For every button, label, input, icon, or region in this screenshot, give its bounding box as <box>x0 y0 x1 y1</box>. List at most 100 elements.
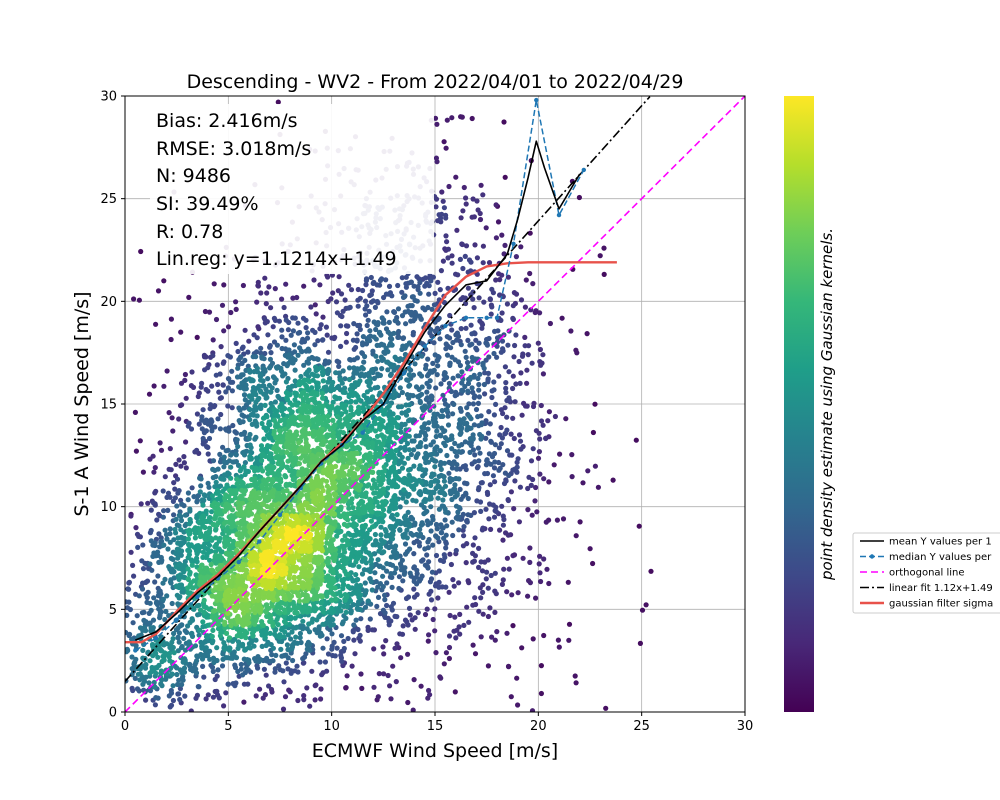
density-point <box>498 441 504 447</box>
density-point <box>423 396 429 402</box>
density-point <box>315 338 321 344</box>
density-point <box>555 637 562 643</box>
density-point <box>217 395 223 401</box>
density-point <box>277 600 283 607</box>
density-point <box>352 380 358 386</box>
density-point <box>502 470 508 476</box>
density-point <box>497 277 503 283</box>
density-point <box>313 364 319 370</box>
density-point <box>476 564 482 571</box>
density-point <box>537 436 543 442</box>
density-point <box>384 309 390 315</box>
density-point <box>384 561 390 567</box>
density-point <box>331 639 337 646</box>
density-point <box>517 438 524 444</box>
density-point <box>435 495 441 501</box>
density-point <box>392 318 398 324</box>
density-point <box>416 386 422 393</box>
density-point <box>513 291 520 297</box>
density-point <box>215 416 221 422</box>
density-point <box>288 332 294 338</box>
density-point <box>403 343 409 349</box>
density-point <box>503 385 509 391</box>
density-point <box>503 530 509 536</box>
density-point <box>152 702 158 708</box>
density-point <box>242 327 248 333</box>
density-point <box>145 500 151 506</box>
density-point <box>385 672 391 679</box>
density-point <box>168 336 174 343</box>
density-point <box>467 449 473 455</box>
density-point <box>457 631 463 637</box>
density-point <box>193 670 200 676</box>
density-point <box>209 640 215 646</box>
density-point <box>334 358 340 364</box>
density-point <box>346 505 352 511</box>
density-point <box>177 623 183 629</box>
density-point <box>272 286 278 292</box>
density-point <box>259 643 265 650</box>
density-point <box>262 275 268 281</box>
density-point <box>318 600 324 606</box>
density-point <box>413 481 419 487</box>
density-point <box>193 695 199 701</box>
density-point <box>357 500 363 506</box>
density-point <box>306 621 312 627</box>
density-point <box>194 559 200 565</box>
density-point <box>281 679 287 685</box>
density-point <box>263 672 269 678</box>
density-point <box>406 472 412 478</box>
density-point <box>377 489 383 495</box>
density-point <box>176 576 182 583</box>
density-point <box>312 683 318 689</box>
density-point <box>343 615 349 622</box>
density-point <box>255 324 261 330</box>
density-point <box>340 368 346 374</box>
density-point <box>500 513 506 519</box>
density-point <box>235 365 241 371</box>
density-point <box>362 353 368 360</box>
density-point <box>471 395 477 401</box>
density-point <box>250 633 256 639</box>
density-point <box>259 457 265 464</box>
density-point <box>382 610 388 616</box>
density-point <box>410 329 416 336</box>
density-point <box>454 490 460 497</box>
density-point <box>504 589 510 595</box>
density-point <box>282 426 288 432</box>
density-point <box>240 344 246 350</box>
density-point <box>343 339 349 345</box>
density-point <box>388 554 394 560</box>
density-point <box>291 470 298 476</box>
density-point <box>132 409 138 415</box>
density-point <box>266 419 272 425</box>
density-point <box>429 456 435 463</box>
density-point <box>483 435 489 441</box>
density-point <box>287 689 293 695</box>
density-point <box>406 372 412 378</box>
density-points <box>125 99 654 712</box>
density-point <box>178 329 184 335</box>
density-point <box>250 354 256 360</box>
density-point <box>318 686 324 692</box>
density-point <box>225 447 231 453</box>
density-point <box>221 282 227 288</box>
density-point <box>491 412 497 418</box>
density-point <box>265 443 271 449</box>
density-point <box>174 546 180 552</box>
density-point <box>175 648 181 654</box>
density-point <box>178 497 184 503</box>
density-point <box>358 671 364 677</box>
density-point <box>530 446 536 452</box>
density-point <box>332 422 338 428</box>
density-point <box>333 407 339 413</box>
density-point <box>393 356 400 362</box>
density-point <box>446 633 453 639</box>
density-point <box>380 573 386 579</box>
density-point <box>344 542 350 548</box>
density-point <box>475 445 481 451</box>
density-point <box>437 674 443 680</box>
density-point <box>546 479 552 485</box>
density-point <box>262 402 268 408</box>
density-point <box>204 444 210 450</box>
